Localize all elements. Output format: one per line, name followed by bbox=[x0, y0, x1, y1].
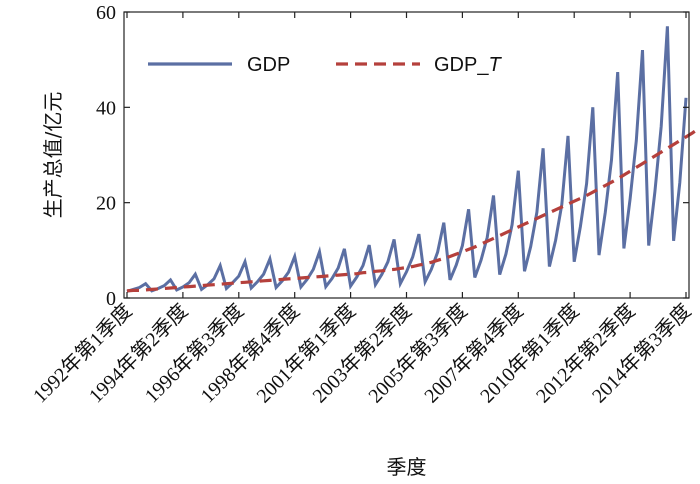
legend-label-gdp: GDP bbox=[247, 54, 290, 76]
y-tick-label: 40 bbox=[96, 97, 116, 119]
series-line-gdp-t bbox=[126, 127, 700, 293]
y-axis-title: 生产总值/亿元 bbox=[41, 92, 65, 219]
axes bbox=[123, 11, 690, 299]
y-tick-label: 60 bbox=[96, 2, 116, 24]
y-tick-label: 20 bbox=[96, 193, 116, 215]
series-line-gdp bbox=[126, 26, 688, 293]
x-axis-title: 季度 bbox=[387, 455, 427, 479]
legend-label-gdp-t: GDP_T bbox=[434, 54, 502, 76]
plot-area bbox=[126, 26, 700, 293]
y-tick-label: 0 bbox=[106, 288, 116, 310]
legend: GDP GDP_T bbox=[148, 54, 502, 76]
